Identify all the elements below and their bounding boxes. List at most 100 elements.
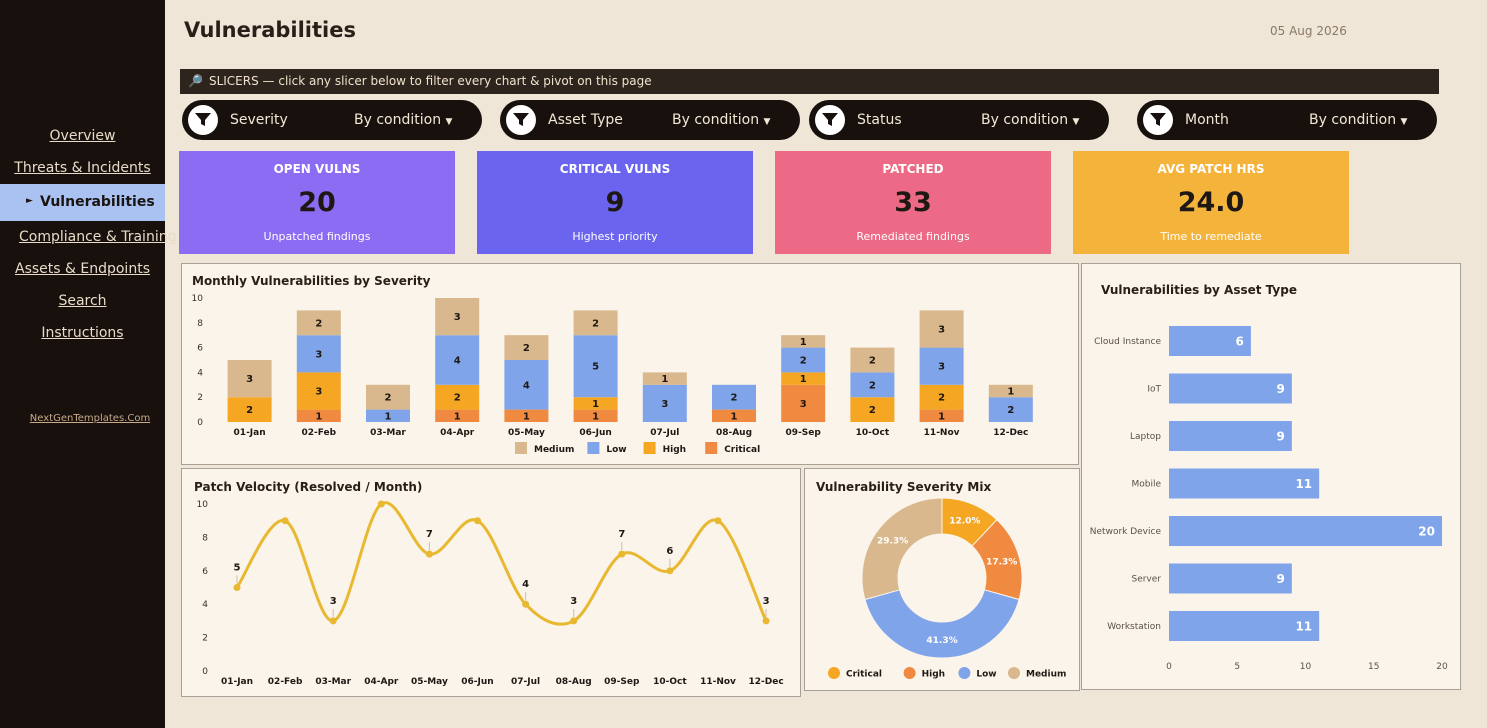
bar-value-label: 3 [800, 399, 807, 410]
x-tick-label: 10 [1300, 662, 1312, 672]
slice-label: 17.3% [986, 557, 1017, 567]
bar-value-label: 1 [385, 411, 392, 422]
data-point [425, 550, 433, 558]
kpi-title: AVG PATCH HRS [1157, 162, 1265, 176]
caret-down-icon: ▼ [445, 117, 453, 127]
bar-value-label: 3 [938, 325, 945, 336]
x-tick-label: 01-Jan [221, 677, 253, 687]
bar-value-label: 1 [800, 337, 807, 348]
bar-value-label: 1 [523, 411, 530, 422]
bar-segment [227, 360, 272, 398]
legend-label: High [922, 670, 945, 680]
y-tick-label: 0 [202, 667, 208, 677]
slice-label: 12.0% [949, 516, 980, 526]
y-tick-label: 6 [197, 344, 203, 354]
bar-segment [435, 335, 480, 385]
nav-instructions[interactable]: Instructions [41, 325, 124, 341]
x-tick-label: 05-May [508, 428, 545, 438]
y-tick-label: 8 [197, 319, 203, 329]
bar-value-label: 3 [315, 387, 322, 398]
nav-search[interactable]: Search [58, 293, 107, 309]
slicer-asset-type[interactable]: Asset Type By condition ▼ [500, 100, 800, 140]
bar-value-label: 1 [454, 411, 461, 422]
x-tick-label: 04-Apr [364, 677, 399, 687]
slicer-name: Status [857, 112, 902, 128]
bar-segment [573, 335, 618, 398]
x-tick-label: 15 [1368, 662, 1379, 672]
kpi-subtitle: Time to remediate [1160, 230, 1262, 243]
nav-threats-incidents[interactable]: Threats & Incidents [14, 160, 151, 176]
nav-assets-endpoints[interactable]: Assets & Endpoints [15, 261, 150, 277]
slicer-condition-dropdown[interactable]: By condition ▼ [1309, 112, 1407, 128]
y-tick-label: 10 [192, 294, 204, 304]
nav-compliance-training[interactable]: Compliance & Training [19, 229, 177, 245]
x-tick-label: 0 [1166, 662, 1172, 672]
bar-value-label: 2 [523, 343, 530, 354]
chart-title: Patch Velocity (Resolved / Month) [194, 480, 423, 494]
slicer-info-text: SLICERS — click any slicer below to filt… [208, 74, 652, 88]
legend-swatch [903, 667, 916, 679]
category-label: Server [1131, 575, 1161, 585]
brand-link[interactable]: NextGenTemplates.Com [29, 413, 151, 424]
slicer-severity[interactable]: Severity By condition ▼ [182, 100, 482, 140]
category-label: Mobile [1131, 480, 1161, 490]
nav-overview[interactable]: Overview [49, 128, 116, 144]
bar-segment [850, 397, 895, 422]
bar-segment [504, 335, 549, 360]
data-point [233, 584, 241, 591]
legend-label: Medium [1026, 670, 1066, 680]
page-title: Vulnerabilities [184, 18, 356, 42]
slice-label: 29.3% [877, 537, 908, 547]
legend-label: High [663, 445, 686, 455]
x-tick-label: 06-Jun [579, 428, 611, 438]
severity-mix-panel: Vulnerability Severity Mix 12.0% 17.3% 41.… [804, 468, 1080, 691]
slicer-condition-label: By condition [354, 112, 442, 128]
legend-label: Medium [534, 445, 574, 455]
category-label: Workstation [1107, 622, 1161, 632]
x-tick-label: 07-Jul [650, 428, 679, 438]
data-label: 3 [763, 596, 770, 607]
bar-segment [781, 347, 826, 373]
bar-segment [919, 347, 964, 385]
x-tick-label: 05-May [411, 677, 448, 687]
x-tick-label: 08-Aug [556, 677, 592, 687]
caret-down-icon: ▼ [1072, 117, 1080, 127]
kpi-value: 9 [605, 187, 625, 218]
x-tick-label: 20 [1436, 662, 1448, 672]
nav-vulnerabilities[interactable]: ► Vulnerabilities [0, 184, 165, 221]
data-point [474, 517, 481, 525]
slicer-condition-dropdown[interactable]: By condition ▼ [672, 112, 770, 128]
bar-segment [573, 397, 618, 410]
x-tick-label: 12-Dec [993, 428, 1028, 438]
bar-segment [296, 310, 341, 336]
slicer-condition-dropdown[interactable]: By condition ▼ [354, 112, 452, 128]
y-tick-label: 0 [197, 418, 203, 428]
y-tick-label: 4 [202, 600, 208, 610]
x-tick-label: 04-Apr [440, 428, 475, 438]
slicer-month[interactable]: Month By condition ▼ [1137, 100, 1437, 140]
bar-value-label: 1 [592, 411, 599, 422]
bar-value-label: 3 [661, 399, 668, 410]
kpi-value: 33 [894, 187, 932, 218]
bar [1169, 516, 1442, 546]
legend-label: Low [606, 445, 626, 455]
filter-icon [188, 105, 218, 135]
magnifier-icon: 🔎 [188, 74, 203, 88]
filter-icon [815, 105, 845, 135]
slicer-status[interactable]: Status By condition ▼ [809, 100, 1109, 140]
data-label: 5 [234, 563, 241, 574]
data-point [714, 517, 722, 525]
bar [1169, 563, 1292, 594]
bar-value-label: 6 [1236, 335, 1244, 349]
bar [1169, 468, 1320, 499]
data-label: 7 [426, 529, 433, 540]
slicer-condition-dropdown[interactable]: By condition ▼ [981, 112, 1079, 128]
nav-active-label: Vulnerabilities [40, 194, 155, 210]
y-tick-label: 10 [197, 500, 209, 510]
caret-down-icon: ▼ [763, 117, 771, 127]
series-line [235, 501, 768, 626]
bar-value-label: 2 [731, 393, 738, 404]
bar-segment [919, 384, 964, 410]
kpi-patched: PATCHED 33 Remediated findings [775, 151, 1051, 254]
bar-value-label: 1 [731, 411, 738, 422]
